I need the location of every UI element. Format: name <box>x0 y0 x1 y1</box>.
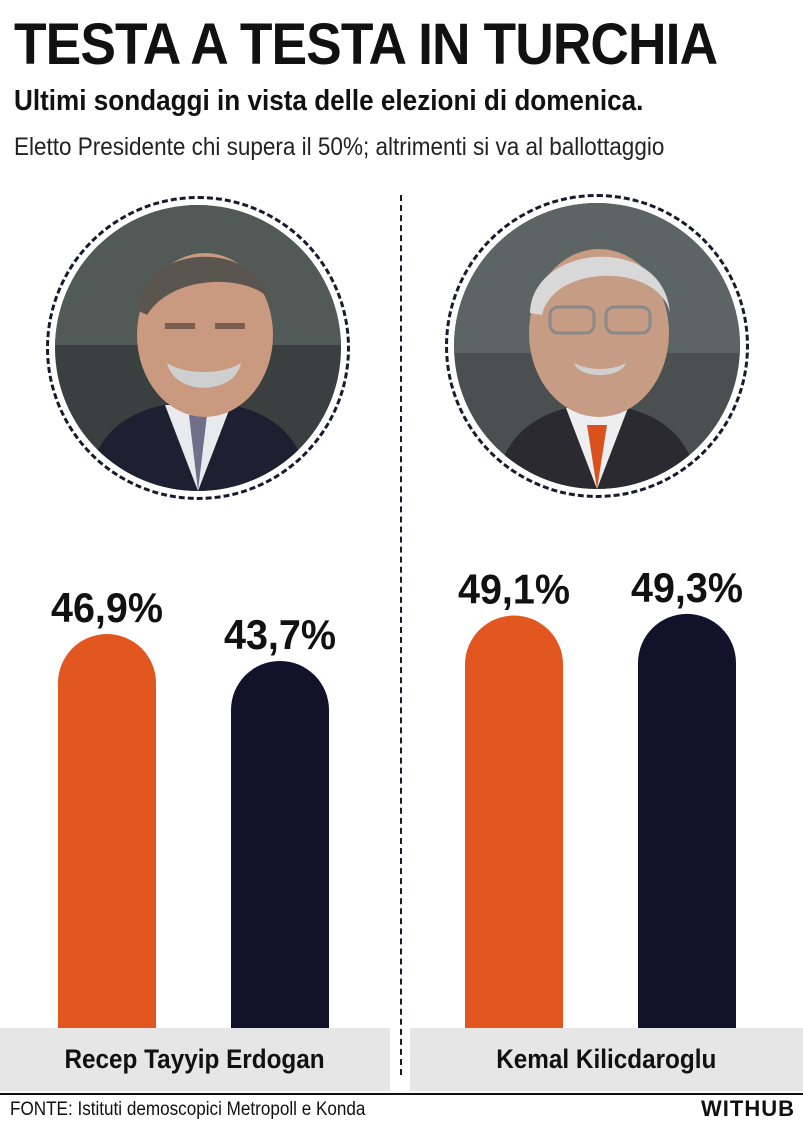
bar-0-1 <box>231 660 329 1028</box>
bar-0-0 <box>58 634 156 1028</box>
portrait-erdogan <box>46 196 350 500</box>
candidate-name: Recep Tayyip Erdogan <box>64 1044 326 1074</box>
bar-value-label-1-1: 49,3% <box>631 564 743 611</box>
brand-logo: WITHUB <box>701 1096 795 1121</box>
bar-value-label-0-1: 43,7% <box>224 611 336 658</box>
candidate-label-erdogan: Recep Tayyip Erdogan <box>0 1028 390 1091</box>
column-divider <box>400 195 402 1075</box>
source-note: FONTE: Istituti demoscopici Metropoll e … <box>10 1099 366 1120</box>
footer-rule <box>0 1093 803 1095</box>
bar-value-label-1-0: 49,1% <box>458 566 570 613</box>
page-subtitle: Ultimi sondaggi in vista delle elezioni … <box>14 85 644 117</box>
bar-1-0 <box>465 615 563 1028</box>
candidate-label-kilicdaroglu: Kemal Kilicdaroglu <box>410 1028 803 1091</box>
portrait-kilicdaroglu <box>445 194 749 498</box>
bar-1-1 <box>638 613 736 1028</box>
bar-value-label-0-0: 46,9% <box>51 584 163 631</box>
candidate-name: Kemal Kilicdaroglu <box>496 1044 717 1074</box>
page-title: TESTA A TESTA IN TURCHIA <box>14 12 718 77</box>
page-note: Eletto Presidente chi supera il 50%; alt… <box>14 133 665 161</box>
